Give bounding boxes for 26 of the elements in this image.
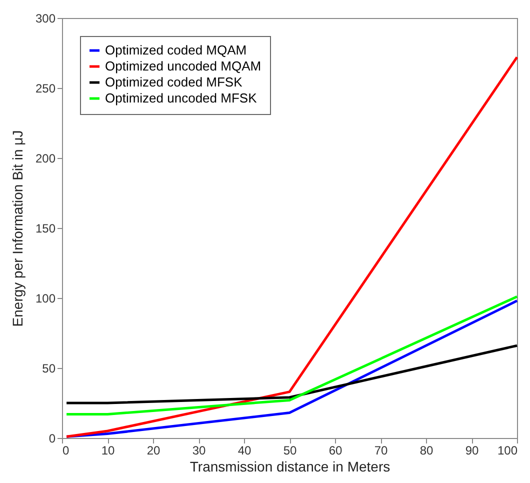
y-tick-label: 100 <box>35 292 56 306</box>
legend-label: Optimized uncoded MQAM <box>105 58 262 74</box>
x-tick-label: 0 <box>62 444 70 458</box>
line-series <box>65 300 518 438</box>
y-tick-label: 300 <box>35 12 56 26</box>
legend-label: Optimized coded MQAM <box>105 42 247 58</box>
y-axis-title: Energy per Information Bit in μJ <box>9 130 26 327</box>
y-tick-label: 200 <box>35 152 56 166</box>
x-tick-label: 30 <box>192 444 206 458</box>
y-tick-label: 250 <box>35 82 56 96</box>
x-tick-label: 40 <box>238 444 252 458</box>
legend-label: Optimized uncoded MFSK <box>105 90 258 106</box>
line-series <box>65 56 518 438</box>
x-tick-label: 70 <box>374 444 388 458</box>
x-tick-label: 60 <box>328 444 342 458</box>
x-tick-label: 20 <box>146 444 160 458</box>
x-axis-title: Transmission distance in Meters <box>190 458 390 474</box>
x-tick-label: 100 <box>497 444 518 458</box>
x-tick-label: 80 <box>420 444 434 458</box>
y-tick-label: 50 <box>42 362 56 376</box>
y-tick-label: 0 <box>48 432 56 446</box>
x-tick-label: 10 <box>101 444 115 458</box>
legend-label: Optimized coded MFSK <box>105 74 243 90</box>
x-tick-label: 90 <box>465 444 479 458</box>
y-tick-label: 150 <box>35 222 56 236</box>
x-tick-label: 50 <box>283 444 297 458</box>
